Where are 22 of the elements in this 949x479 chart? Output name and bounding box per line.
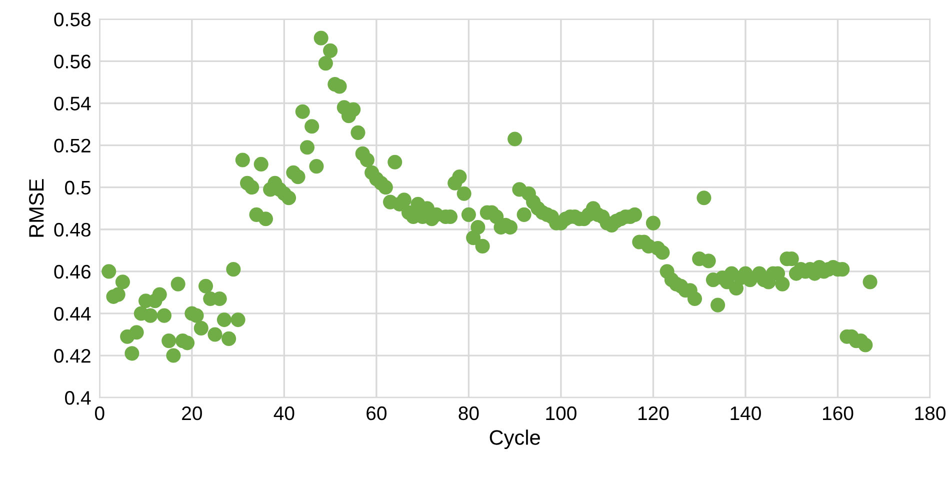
x-tick-label: 20: [182, 406, 202, 420]
y-tick-label: 0.52: [54, 138, 90, 153]
y-tick-label: 0.58: [54, 12, 90, 26]
y-tick-label: 0.5: [65, 180, 90, 195]
x-tick-label: 120: [638, 406, 669, 420]
x-axis-title: Cycle: [490, 430, 540, 450]
y-tick-label: 0.42: [54, 348, 90, 363]
y-tick-label: 0.48: [54, 222, 90, 237]
x-tick-label: 140: [730, 406, 761, 420]
x-tick-label: 180: [915, 406, 946, 420]
x-tick-label: 60: [366, 406, 386, 420]
x-tick-label: 40: [274, 406, 294, 420]
y-tick-label: 0.46: [54, 264, 90, 279]
x-tick-label: 0: [95, 406, 104, 420]
y-tick-label: 0.54: [54, 96, 91, 110]
y-axis-title: RMSE: [29, 179, 44, 237]
y-tick-label: 0.44: [54, 306, 91, 321]
x-tick-label: 80: [458, 406, 479, 420]
x-tick-label: 100: [546, 406, 576, 420]
y-tick-label: 0.56: [54, 54, 90, 68]
y-tick-label: 0.4: [65, 391, 91, 405]
x-tick-label: 160: [823, 406, 854, 420]
